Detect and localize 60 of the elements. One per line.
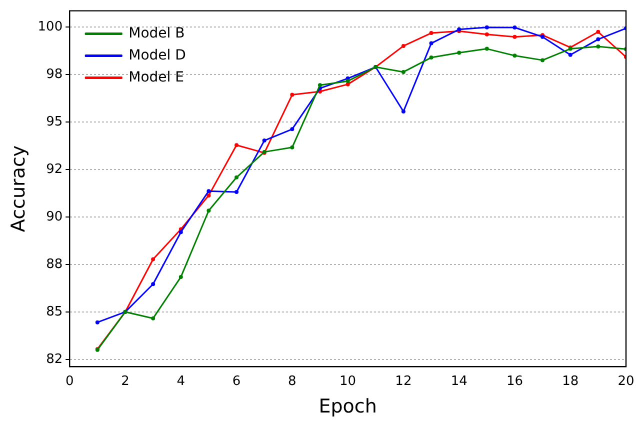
legend-label: Model E [128, 69, 184, 86]
point [151, 282, 156, 286]
x-tick-label: 12 [395, 374, 412, 389]
point [484, 32, 489, 36]
point [429, 41, 434, 46]
point [151, 316, 156, 320]
legend-label: Model B [128, 25, 185, 42]
point [290, 127, 294, 132]
point [262, 138, 266, 143]
point [512, 54, 517, 58]
point [401, 70, 406, 74]
legend-label: Model D [128, 47, 186, 64]
point [484, 25, 489, 30]
x-tick-label: 4 [176, 374, 186, 389]
point [290, 92, 294, 97]
point [596, 30, 600, 34]
point [401, 44, 406, 48]
x-tick-label: 20 [618, 374, 634, 389]
point [178, 274, 183, 279]
x-tick-label: 8 [288, 374, 296, 389]
x-tick-label: 16 [506, 374, 523, 389]
point [457, 50, 462, 55]
y-tick-label: 85 [46, 304, 63, 320]
x-tick-label: 0 [65, 374, 74, 389]
x-axis-title: Epoch [318, 396, 377, 418]
x-tick-label: 18 [562, 374, 579, 389]
point [234, 190, 239, 194]
point [346, 79, 350, 84]
point [95, 320, 100, 324]
y-tick-label: 98 [46, 66, 63, 82]
point [206, 208, 211, 213]
y-tick-label: 82 [46, 352, 63, 367]
point [596, 37, 600, 42]
y-tick-label: 100 [38, 19, 63, 34]
point [429, 56, 434, 60]
point [484, 46, 489, 51]
y-tick-label: 90 [46, 209, 63, 224]
y-tick-label: 92 [46, 162, 63, 177]
point [401, 109, 406, 114]
x-tick-label: 10 [340, 374, 356, 389]
point [512, 34, 517, 39]
point [290, 145, 294, 150]
point [234, 175, 239, 180]
point [596, 44, 600, 49]
point [151, 257, 156, 262]
y-tick-label: 88 [46, 256, 63, 272]
point [234, 143, 239, 148]
x-tick-label: 14 [450, 374, 468, 389]
point [512, 26, 517, 30]
point [540, 58, 545, 62]
point [206, 189, 211, 194]
point [318, 83, 322, 88]
point [206, 193, 211, 198]
x-tick-label: 2 [121, 374, 130, 389]
point [178, 230, 183, 234]
point [568, 52, 572, 57]
x-tick-label: 6 [232, 374, 241, 389]
point [429, 31, 434, 36]
y-tick-label: 95 [46, 114, 63, 130]
y-axis-title: Accuracy [7, 145, 30, 232]
